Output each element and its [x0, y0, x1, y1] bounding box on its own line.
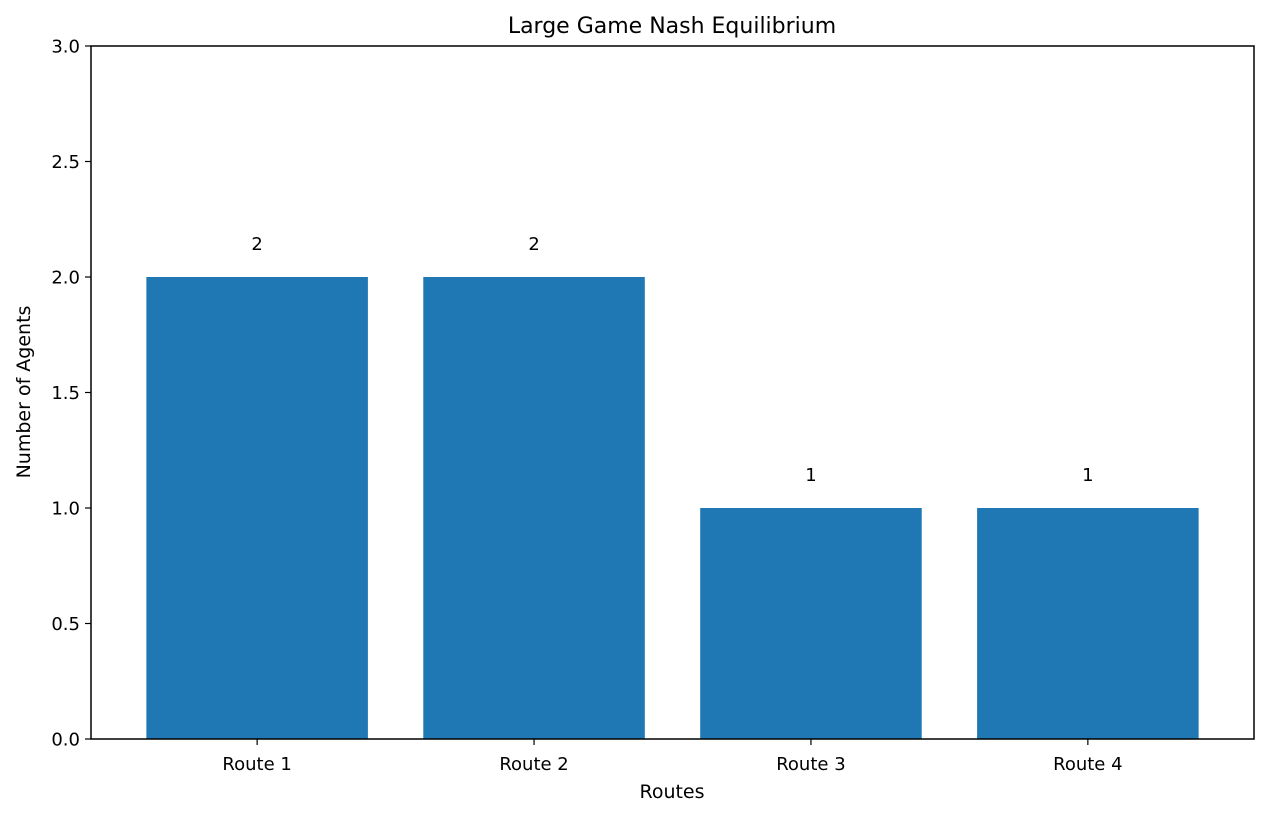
bar	[146, 277, 368, 739]
data-label: 2	[251, 234, 262, 255]
y-tick-label: 2.5	[51, 152, 80, 173]
x-tick-label: Route 3	[776, 754, 845, 775]
chart-title: Large Game Nash Equilibrium	[508, 14, 836, 39]
plot-area: 2 2 1 1 0.0 0.5 1.0 1.5 2.0 2.5 3.0 Route 1 Route 2 R…	[51, 37, 1255, 775]
y-tick-label: 0.0	[51, 730, 80, 751]
x-tick-label: Route 4	[1053, 754, 1122, 775]
y-tick-label: 0.5	[51, 614, 80, 635]
bar	[700, 508, 922, 739]
y-tick-label: 1.5	[51, 383, 80, 404]
x-tick-label: Route 2	[499, 754, 568, 775]
data-label: 1	[805, 465, 816, 486]
data-label: 1	[1082, 465, 1093, 486]
x-tick-label: Route 1	[222, 754, 291, 775]
bar	[423, 277, 645, 739]
y-axis-label: Number of Agents	[13, 306, 35, 479]
bar	[977, 508, 1199, 739]
y-tick-label: 1.0	[51, 499, 80, 520]
y-tick-label: 3.0	[51, 37, 80, 58]
data-label: 2	[528, 234, 539, 255]
x-axis-label: Routes	[639, 781, 704, 803]
y-tick-label: 2.0	[51, 268, 80, 289]
axes-frame	[90, 45, 1255, 740]
